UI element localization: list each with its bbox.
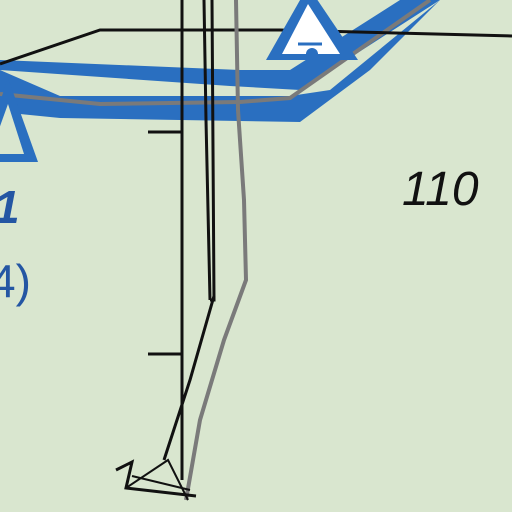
road-diagonal [162,295,216,461]
anchor-icon [115,458,197,501]
road-vertical-mid [202,0,212,301]
area-number-label: 110 [402,163,479,216]
route-paren-label: 4) [0,255,31,307]
road-top-horizontal [0,28,512,66]
campground-icon [266,0,358,60]
highway-band-lower [0,0,440,122]
trail-line-vertical [184,0,249,501]
highway-band [0,0,440,90]
trail-line-highway [0,0,432,107]
campground-icon [0,78,38,162]
route-number-label: 1 [0,184,20,230]
